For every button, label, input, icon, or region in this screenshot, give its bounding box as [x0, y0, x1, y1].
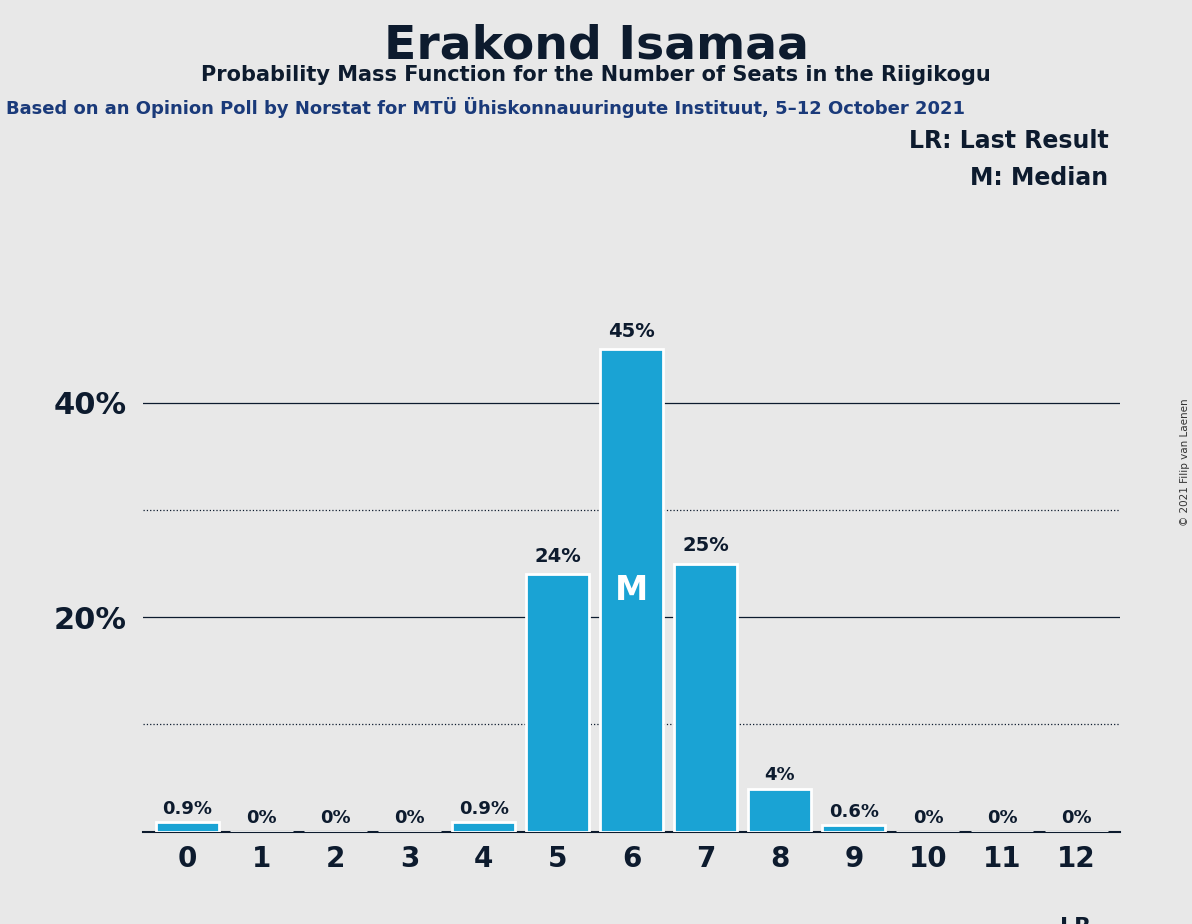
- Text: LR: Last Result: LR: Last Result: [908, 129, 1109, 153]
- Text: Erakond Isamaa: Erakond Isamaa: [384, 23, 808, 68]
- Text: Based on an Opinion Poll by Norstat for MTÜ Ühiskonnauuringute Instituut, 5–12 O: Based on an Opinion Poll by Norstat for …: [6, 97, 966, 118]
- Text: 0%: 0%: [913, 809, 943, 827]
- Text: 45%: 45%: [608, 322, 656, 341]
- Bar: [601, 349, 663, 832]
- Bar: [749, 789, 812, 832]
- Text: 0.6%: 0.6%: [828, 803, 879, 821]
- Text: 24%: 24%: [534, 547, 581, 565]
- Text: 0%: 0%: [321, 809, 350, 827]
- Bar: [452, 822, 515, 832]
- Text: 25%: 25%: [683, 536, 730, 555]
- Text: 0%: 0%: [987, 809, 1017, 827]
- Text: M: M: [615, 574, 648, 607]
- Text: M: Median: M: Median: [970, 166, 1109, 190]
- Bar: [156, 822, 219, 832]
- Text: Probability Mass Function for the Number of Seats in the Riigikogu: Probability Mass Function for the Number…: [201, 65, 991, 85]
- Text: 0%: 0%: [395, 809, 424, 827]
- Text: LR: LR: [1061, 918, 1092, 924]
- Bar: [822, 825, 886, 832]
- Bar: [675, 564, 738, 832]
- Text: © 2021 Filip van Laenen: © 2021 Filip van Laenen: [1180, 398, 1190, 526]
- Bar: [526, 575, 589, 832]
- Text: 0%: 0%: [1061, 809, 1092, 827]
- Text: 0.9%: 0.9%: [459, 799, 509, 818]
- Text: 4%: 4%: [764, 766, 795, 784]
- Text: 0.9%: 0.9%: [162, 799, 212, 818]
- Text: 0%: 0%: [247, 809, 277, 827]
